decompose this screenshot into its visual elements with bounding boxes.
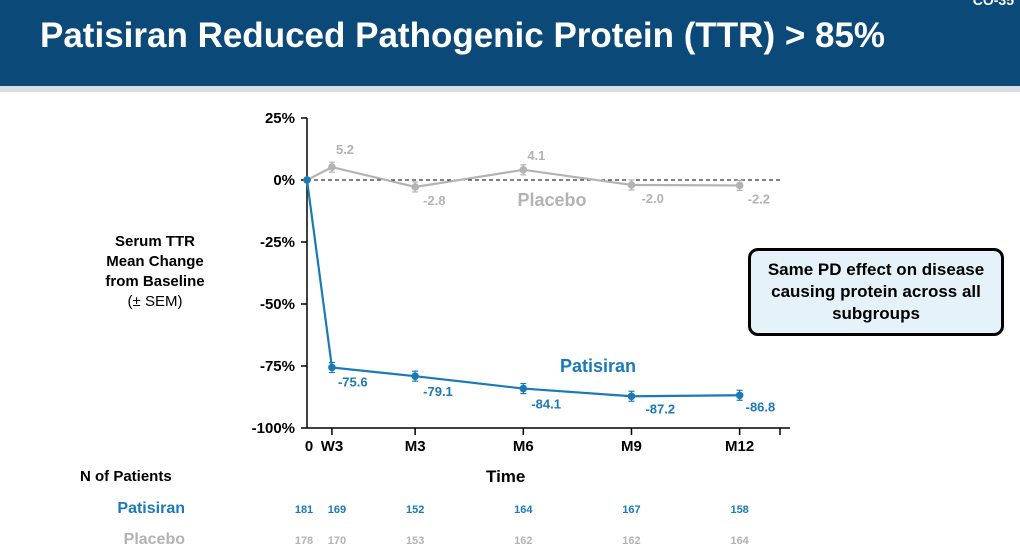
patisiran-data-label: -87.2 [645, 401, 675, 416]
header-divider [0, 86, 1020, 92]
placebo-data-label: 4.1 [527, 148, 545, 163]
table-cell: 167 [622, 504, 641, 516]
table-cell: 170 [327, 535, 347, 547]
table-cell: 164 [514, 504, 533, 516]
y-axis-label-line3: from Baseline [105, 273, 205, 290]
callout-box: Same PD effect on disease causing protei… [748, 248, 1004, 336]
table-cell: 164 [730, 535, 749, 547]
n-patients-header: N of Patients [80, 468, 172, 485]
x-tick-label: 0 [305, 438, 313, 455]
patisiran-point [411, 372, 419, 380]
y-tick-label: 0% [273, 172, 295, 189]
slide-id-label: CO-35 [972, 0, 1014, 8]
y-tick-label: -50% [260, 296, 295, 313]
y-tick-label: 25% [265, 110, 295, 127]
y-tick-label: -25% [260, 234, 295, 251]
table-cell: 181 [294, 504, 314, 516]
table-cell: 162 [514, 535, 533, 547]
patisiran-point [519, 384, 528, 393]
patisiran-point [328, 363, 336, 372]
placebo-series-line [306, 165, 740, 189]
placebo-data-label: 5.2 [336, 142, 354, 157]
table-row-label: Patisiran [117, 500, 185, 517]
table-row-label: Placebo [123, 531, 185, 548]
table-cell: 153 [405, 535, 425, 547]
patisiran-data-label: -75.6 [338, 374, 368, 389]
placebo-series-label: Placebo [517, 190, 586, 210]
placebo-data-label: -2.8 [423, 193, 445, 208]
patisiran-data-label: -84.1 [531, 397, 561, 412]
callout-text: Same PD effect on disease causing protei… [767, 260, 985, 323]
table-cell: 178 [294, 535, 314, 547]
placebo-point [519, 166, 528, 174]
y-tick-label: -100% [252, 420, 295, 437]
x-tick-label: W3 [321, 438, 344, 455]
y-tick-label: -75% [260, 358, 295, 375]
table-cell: 162 [622, 535, 641, 547]
patisiran-data-label: -86.8 [746, 399, 776, 414]
title-bar: Patisiran Reduced Pathogenic Protein (TT… [0, 0, 1020, 86]
table-cell: 152 [405, 504, 425, 516]
x-tick-label: M3 [405, 438, 426, 455]
slide-title: Patisiran Reduced Pathogenic Protein (TT… [40, 16, 886, 55]
placebo-point [627, 181, 636, 189]
x-tick-label: M12 [725, 438, 754, 455]
placebo-point [735, 181, 744, 190]
y-axis-label-line1: Serum TTR [114, 233, 195, 250]
y-axis-label-line2: Mean Change [106, 253, 204, 270]
patisiran-series-label: Patisiran [560, 356, 636, 376]
y-axis-label-line4: (± SEM) [127, 293, 183, 310]
placebo-point [328, 163, 336, 171]
patisiran-point [627, 392, 636, 401]
table-cell: 158 [730, 504, 749, 516]
x-tick-label: M6 [513, 438, 534, 455]
patisiran-point [735, 391, 744, 400]
table-cell: 169 [327, 504, 347, 516]
x-axis-title: Time [486, 467, 526, 486]
placebo-data-label: -2.0 [641, 191, 663, 206]
y-axis-label: Serum TTR Mean Change from Baseline (± S… [80, 232, 230, 312]
patisiran-data-label: -79.1 [423, 384, 453, 399]
placebo-point [411, 183, 419, 191]
patisiran-point [303, 176, 311, 184]
placebo-data-label: -2.2 [748, 191, 770, 206]
x-tick-label: M9 [621, 438, 642, 455]
patisiran-series-line [305, 179, 740, 398]
